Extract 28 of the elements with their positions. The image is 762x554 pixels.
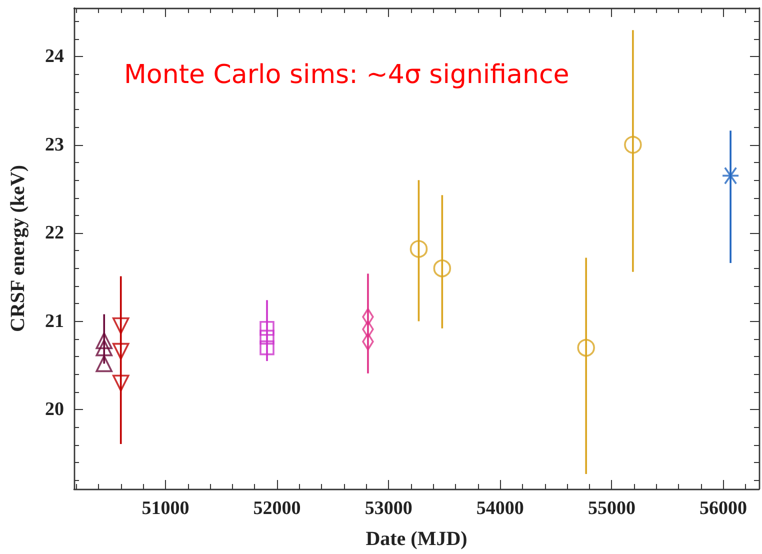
x-tick-label: 52000 <box>253 498 301 519</box>
x-axis-title: Date (MJD) <box>366 528 468 550</box>
x-tick-label: 54000 <box>476 498 524 519</box>
y-tick-label: 21 <box>45 310 64 332</box>
point <box>112 317 130 334</box>
point <box>260 320 274 336</box>
point <box>112 342 130 360</box>
point <box>260 340 274 356</box>
point <box>96 355 113 372</box>
point <box>433 259 452 278</box>
x-tick-label: 56000 <box>700 498 748 519</box>
point <box>112 374 130 392</box>
y-tick-label: 23 <box>45 134 64 156</box>
x-tick-label: 55000 <box>588 498 636 519</box>
y-tick-label: 24 <box>45 46 64 68</box>
point <box>260 330 274 345</box>
point <box>722 166 740 185</box>
y-axis-title: CRSF energy (keV) <box>7 164 29 332</box>
x-tick-label: 53000 <box>364 498 412 519</box>
y-tick-label: 22 <box>45 222 64 244</box>
point <box>96 339 113 356</box>
annotation: Monte Carlo sims: ~4σ signifiance <box>124 60 570 90</box>
point <box>624 136 642 154</box>
x-tick-label: 51000 <box>142 498 190 519</box>
point <box>96 332 113 350</box>
y-tick-label: 20 <box>45 399 64 420</box>
point <box>577 338 595 357</box>
point <box>410 240 428 258</box>
